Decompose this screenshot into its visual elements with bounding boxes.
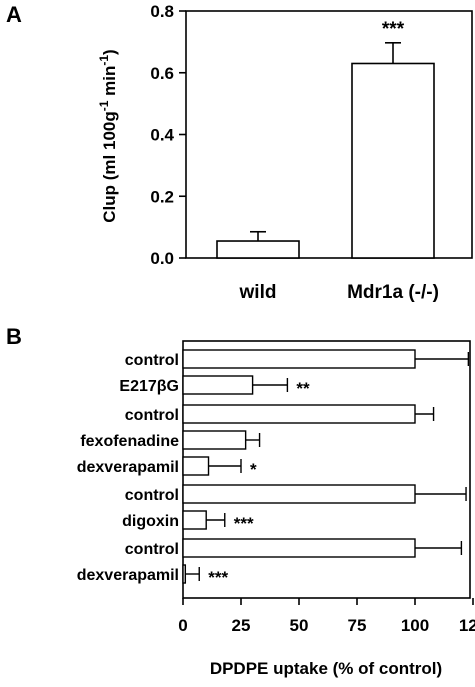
- y-category-label: control: [125, 352, 179, 369]
- bar: [182, 564, 187, 584]
- y-axis-title-superscript: -1: [97, 100, 111, 111]
- y-tick-label: 0.6: [150, 64, 174, 83]
- bar: [182, 484, 416, 504]
- y-category-label: control: [125, 541, 179, 558]
- y-axis-title-part: Clup (ml 100g: [100, 111, 119, 222]
- y-category-label: fexofenadine: [80, 433, 179, 450]
- y-category-label: dexverapamil: [77, 459, 179, 476]
- bar: [216, 240, 300, 259]
- bar: [182, 375, 254, 395]
- x-category-label: wild: [239, 282, 277, 303]
- y-axis-title-superscript: -1: [97, 55, 111, 66]
- y-category-label: E217βG: [119, 378, 179, 395]
- significance-marker: **: [296, 379, 310, 398]
- bar: [182, 456, 210, 476]
- bar: [182, 349, 416, 369]
- y-axis-title-part: min: [100, 66, 119, 101]
- y-axis-title: Clup (ml 100g-1 min-1): [97, 49, 119, 222]
- y-tick-label: 0.2: [150, 187, 174, 206]
- x-axis-title: DPDPE uptake (% of control): [210, 659, 442, 678]
- y-category-label: control: [125, 487, 179, 504]
- y-category-label: control: [125, 407, 179, 424]
- y-category-label: digoxin: [122, 513, 179, 530]
- x-tick-label: 125: [459, 616, 475, 635]
- y-category-label: dexverapamil: [77, 567, 179, 584]
- y-tick-label: 0.4: [150, 126, 174, 145]
- significance-marker: ***: [208, 568, 228, 587]
- bar: [351, 62, 435, 259]
- panel-b-chart: B 0 25 50 75 100 125 DPDPE uptake (% of contro…: [6, 324, 475, 678]
- x-category-label: Mdr1a (-/-): [347, 282, 439, 303]
- x-tick-label: 50: [290, 616, 309, 635]
- panel-a-label: A: [6, 2, 22, 27]
- x-tick-label: 75: [348, 616, 367, 635]
- significance-marker: ***: [234, 514, 254, 533]
- x-tick-label: 25: [232, 616, 251, 635]
- x-tick-label: 100: [401, 616, 429, 635]
- bar: [182, 430, 247, 450]
- significance-marker: ***: [382, 19, 405, 40]
- significance-marker: *: [250, 460, 257, 479]
- bar: [182, 404, 416, 424]
- panel-b-label: B: [6, 324, 22, 349]
- bar: [182, 510, 207, 530]
- y-tick-label: 0.8: [150, 2, 174, 21]
- bar: [182, 538, 416, 558]
- x-tick-label: 0: [178, 616, 187, 635]
- y-axis-title-part: ): [100, 49, 119, 55]
- y-tick-label: 0.0: [150, 249, 174, 268]
